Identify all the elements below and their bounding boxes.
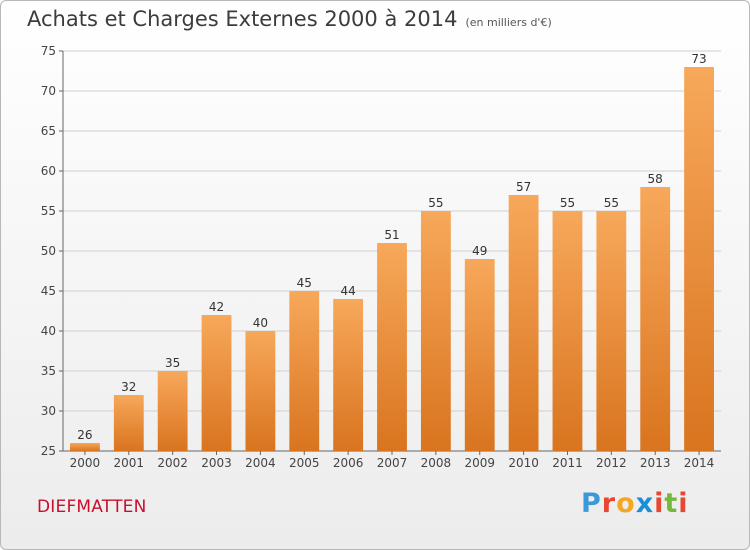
bar [596, 211, 627, 451]
bar-value-label: 55 [604, 196, 619, 210]
x-tick-label: 2008 [421, 456, 452, 470]
proxiti-logo: Proxiti [581, 488, 689, 519]
commune-name: DIEFMATTEN [37, 497, 147, 517]
logo-letter: x [635, 488, 655, 519]
x-tick-label: 2001 [114, 456, 145, 470]
chart-unit: (en milliers d'€) [465, 16, 552, 29]
bar-value-label: 73 [691, 52, 706, 66]
logo-letter: i [654, 488, 665, 519]
bar-value-label: 40 [253, 316, 268, 330]
logo-letter: r [601, 488, 617, 519]
x-tick-label: 2010 [508, 456, 539, 470]
bar-value-label: 51 [384, 228, 399, 242]
x-tick-label: 2011 [552, 456, 583, 470]
bar [377, 243, 407, 451]
bar-value-label: 35 [165, 356, 180, 370]
bar-value-label: 26 [77, 428, 92, 442]
bar [113, 395, 144, 451]
bar-value-label: 49 [472, 244, 487, 258]
y-tick-label: 50 [41, 244, 56, 258]
bar-value-label: 58 [648, 172, 663, 186]
x-tick-label: 2003 [201, 456, 232, 470]
bar [157, 371, 188, 451]
bar [508, 195, 539, 451]
bar-value-label: 44 [340, 284, 355, 298]
bar [289, 291, 320, 451]
y-tick-label: 65 [41, 124, 56, 138]
y-tick-label: 25 [41, 444, 56, 458]
bar [333, 299, 364, 451]
bar [70, 443, 100, 451]
bar-value-label: 45 [297, 276, 312, 290]
x-tick-label: 2013 [640, 456, 671, 470]
x-tick-label: 2014 [684, 456, 715, 470]
logo-letter: P [581, 488, 602, 519]
y-tick-label: 35 [41, 364, 56, 378]
bar-value-label: 55 [560, 196, 575, 210]
x-tick-label: 2000 [70, 456, 101, 470]
bar-value-label: 57 [516, 180, 531, 194]
bar [420, 211, 451, 451]
y-tick-label: 40 [41, 324, 56, 338]
x-tick-label: 2002 [157, 456, 188, 470]
logo-letter: i [678, 488, 689, 519]
x-tick-label: 2005 [289, 456, 320, 470]
x-tick-label: 2012 [596, 456, 627, 470]
x-tick-label: 2004 [245, 456, 276, 470]
bar-value-label: 55 [428, 196, 443, 210]
bar [245, 331, 276, 451]
bar-value-label: 32 [121, 380, 136, 394]
y-tick-label: 30 [41, 404, 56, 418]
bar [464, 259, 495, 451]
bar-value-label: 42 [209, 300, 224, 314]
y-tick-label: 55 [41, 204, 56, 218]
chart-title: Achats et Charges Externes 2000 à 2014 (e… [27, 7, 552, 31]
logo-letter: t [664, 488, 679, 519]
y-tick-label: 75 [41, 44, 56, 58]
bar [684, 67, 714, 451]
bar [640, 187, 671, 451]
y-tick-label: 70 [41, 84, 56, 98]
y-tick-label: 45 [41, 284, 56, 298]
x-tick-label: 2007 [377, 456, 408, 470]
x-tick-label: 2009 [464, 456, 495, 470]
chart-title-text: Achats et Charges Externes 2000 à 2014 [27, 7, 458, 31]
bar [552, 211, 583, 451]
bar [201, 315, 232, 451]
x-tick-label: 2006 [333, 456, 364, 470]
y-tick-label: 60 [41, 164, 56, 178]
logo-letter: o [616, 488, 636, 519]
